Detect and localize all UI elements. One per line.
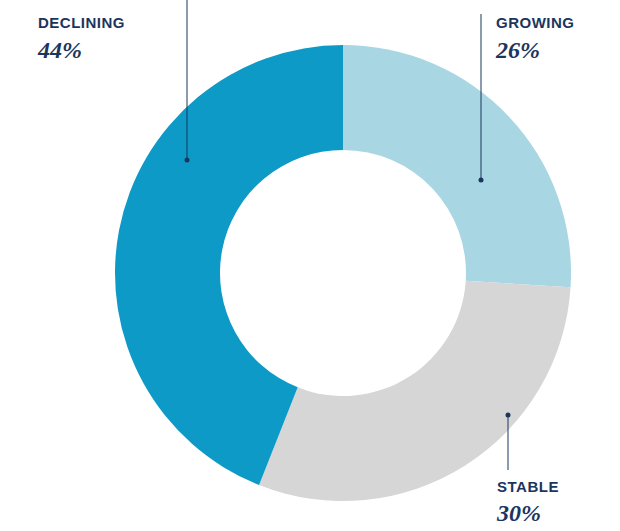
value-label: 26% [495, 37, 540, 63]
leader-dot [506, 413, 511, 418]
slice [259, 281, 570, 501]
value-label: 30% [496, 500, 541, 526]
slices [115, 45, 571, 501]
category-label: GROWING [496, 14, 575, 31]
category-label: DECLINING [38, 14, 125, 31]
leader-dot [479, 178, 484, 183]
slice [343, 45, 571, 287]
leader-line [187, 0, 188, 160]
value-label: 44% [37, 37, 82, 63]
leader-line [508, 415, 509, 470]
leader-line [481, 14, 482, 180]
leader-dot [185, 158, 190, 163]
category-label: STABLE [497, 478, 559, 495]
labels: GROWING 26% STABLE 30% DECLINING 44% [37, 0, 575, 526]
chart: GROWING 26% STABLE 30% DECLINING 44% [0, 0, 620, 531]
slice [115, 45, 343, 485]
